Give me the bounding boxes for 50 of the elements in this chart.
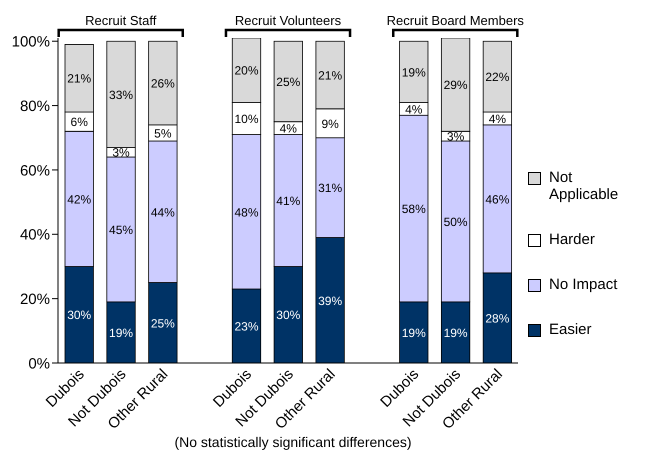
- legend-label: Harder: [549, 230, 596, 248]
- data-label: 5%: [154, 126, 172, 140]
- data-label: 26%: [150, 76, 176, 91]
- data-label: 25%: [276, 74, 301, 89]
- data-label: 10%: [234, 112, 259, 126]
- data-label: 6%: [70, 115, 88, 130]
- y-tick-label: 40%: [20, 226, 50, 244]
- y-tick-label: 0%: [28, 355, 50, 372]
- data-label: 22%: [485, 70, 510, 84]
- y-tick-label: 20%: [20, 290, 50, 308]
- data-label: 42%: [67, 192, 92, 206]
- text: Recruit Board Members: [386, 13, 524, 28]
- data-label: 3%: [446, 130, 465, 144]
- data-label: 21%: [67, 72, 92, 86]
- data-label: 44%: [150, 205, 176, 220]
- y-tick-label: 80%: [20, 98, 50, 115]
- data-label: 19%: [402, 65, 426, 80]
- text: (No statistically significant differences): [173, 434, 413, 450]
- data-label: 25%: [150, 316, 176, 330]
- data-label: 19%: [444, 326, 468, 340]
- legend-label: Easier: [549, 320, 593, 338]
- data-label: 39%: [318, 294, 342, 308]
- legend-label: Not Applicable: [549, 168, 620, 202]
- data-label: 19%: [402, 326, 426, 340]
- data-label: 58%: [402, 202, 426, 216]
- data-label: 29%: [444, 78, 468, 92]
- data-label: 4%: [280, 122, 298, 136]
- data-label: 3%: [112, 146, 130, 160]
- data-label: 9%: [321, 116, 340, 131]
- text: Recruit Staff: [85, 13, 157, 28]
- data-label: 19%: [109, 326, 134, 340]
- data-label: 30%: [276, 308, 301, 322]
- data-label: 20%: [234, 64, 259, 78]
- data-label: 23%: [234, 319, 259, 334]
- data-label: 46%: [485, 192, 510, 206]
- y-tick-label: 100%: [12, 34, 50, 51]
- data-label: 28%: [485, 311, 510, 326]
- data-label: 41%: [276, 194, 301, 208]
- data-label: 4%: [405, 102, 423, 116]
- y-tick-label: 60%: [20, 162, 50, 180]
- data-label: 33%: [109, 88, 134, 102]
- data-label: 30%: [67, 308, 92, 322]
- data-label: 4%: [488, 112, 506, 126]
- legend-label: No Impact: [549, 276, 618, 292]
- data-label: 31%: [318, 181, 342, 196]
- text: Recruit Volunteers: [234, 13, 342, 28]
- data-label: 48%: [234, 205, 259, 220]
- data-label: 50%: [444, 214, 468, 229]
- data-label: 45%: [109, 222, 134, 237]
- data-label: 21%: [318, 68, 342, 83]
